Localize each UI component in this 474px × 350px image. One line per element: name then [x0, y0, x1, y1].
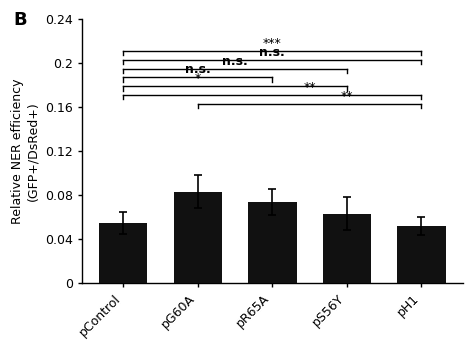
- Bar: [173, 192, 222, 283]
- Text: n.s.: n.s.: [185, 63, 210, 76]
- Text: *: *: [195, 72, 201, 85]
- Text: ***: ***: [263, 37, 282, 50]
- Bar: [248, 202, 297, 283]
- Text: n.s.: n.s.: [259, 46, 285, 59]
- Text: n.s.: n.s.: [222, 55, 248, 68]
- Bar: [397, 226, 446, 283]
- Bar: [99, 223, 147, 283]
- Bar: [323, 214, 371, 283]
- Text: **: **: [303, 81, 316, 94]
- Y-axis label: Relative NER efficiency
(GFP+/DsRed+): Relative NER efficiency (GFP+/DsRed+): [11, 78, 39, 224]
- Text: B: B: [13, 11, 27, 29]
- Text: **: **: [340, 90, 353, 103]
